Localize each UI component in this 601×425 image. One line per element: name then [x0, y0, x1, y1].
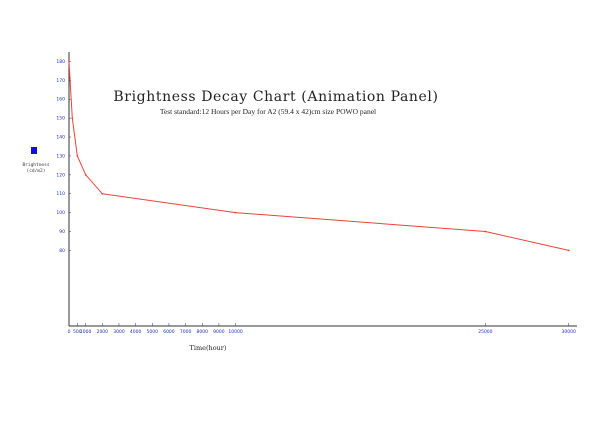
- data-point: [71, 117, 74, 120]
- axes: [68, 52, 577, 327]
- x-tick-label: 1000: [80, 329, 92, 335]
- y-tick-label: 80: [59, 248, 65, 254]
- x-axis-label: Time(hour): [190, 344, 227, 352]
- y-tick-label: 140: [56, 135, 65, 141]
- series-line: [68, 61, 569, 251]
- x-tick-label: 0: [68, 329, 71, 335]
- series-layer: [68, 60, 570, 252]
- y-tick-label: 120: [56, 172, 65, 178]
- chart-subtitle: Test standard:12 Hours per Day for A2 (5…: [160, 107, 376, 116]
- data-point: [101, 192, 104, 195]
- x-tick-label: 10000: [228, 329, 242, 335]
- y-tick-label: 170: [56, 78, 65, 84]
- data-point: [76, 155, 79, 157]
- y-ticks: 80 90 100 110 120 130 140 150 160 170 180: [56, 59, 71, 254]
- x-tick-label: 30000: [562, 329, 576, 335]
- data-point: [484, 230, 487, 233]
- data-point: [567, 249, 570, 252]
- y-tick-label: 100: [56, 210, 65, 216]
- x-tick-label: 8000: [197, 329, 209, 335]
- data-point: [84, 173, 87, 176]
- x-tick-label: 25000: [478, 329, 492, 335]
- y-tick-label: 110: [56, 191, 65, 197]
- y-tick-label: 180: [56, 59, 65, 65]
- y-axis-label: Brightness: [22, 162, 49, 168]
- x-tick-label: 3000: [113, 329, 125, 335]
- chart-title: Brightness Decay Chart (Animation Panel): [113, 89, 438, 105]
- y-tick-label: 90: [59, 229, 65, 235]
- data-point: [68, 60, 70, 63]
- x-tick-label: 5000: [147, 329, 159, 335]
- data-point: [234, 211, 237, 214]
- x-tick-label: 4000: [130, 329, 142, 335]
- y-tick-label: 130: [56, 153, 65, 159]
- y-tick-label: 150: [56, 116, 65, 122]
- x-tick-label: 6000: [163, 329, 175, 335]
- y-axis-unit: (cd/m2): [27, 168, 46, 174]
- x-tick-label: 500: [73, 329, 82, 335]
- x-tick-label: 2000: [97, 329, 109, 335]
- x-tick-label: 7000: [180, 329, 192, 335]
- y-tick-label: 160: [56, 97, 65, 103]
- x-tick-label: 9000: [213, 329, 225, 335]
- legend-swatch: [31, 147, 37, 154]
